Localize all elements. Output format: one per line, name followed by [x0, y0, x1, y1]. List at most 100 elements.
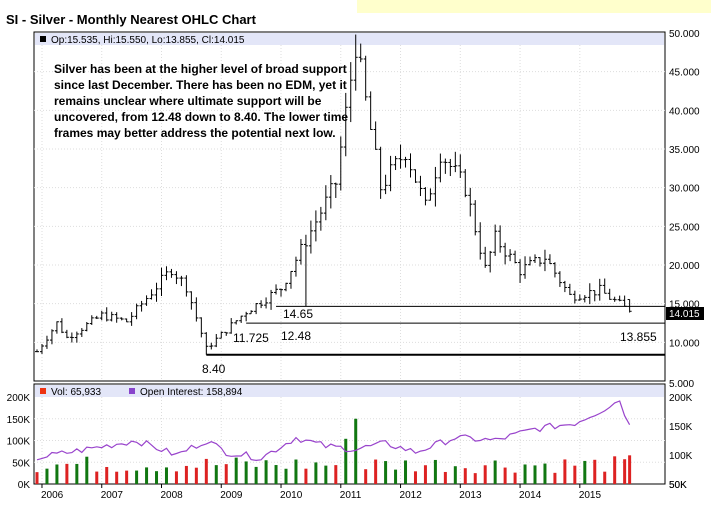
- volume-panel: Vol: 65,933 Open Interest: 158,894 200K 1…: [7, 379, 695, 491]
- open-interest-line: [36, 400, 631, 462]
- x-tick-label: 2006: [41, 490, 64, 501]
- volume-bar: [95, 471, 99, 484]
- volume-panel-frame: [33, 383, 666, 485]
- volume-bar: [344, 438, 348, 484]
- volume-bar: [65, 463, 69, 484]
- volume-bar: [613, 456, 617, 484]
- volume-bar: [45, 468, 49, 484]
- volume-bar: [294, 459, 298, 484]
- volume-bar: [304, 468, 308, 484]
- volume-bar: [35, 472, 39, 484]
- price-tick-5: 5.000: [669, 379, 694, 390]
- volume-bar: [553, 472, 557, 484]
- volume-bar: [423, 465, 427, 484]
- price-legend: Op:15.535, Hi:15.550, Lo:13.855, Cl:14.0…: [51, 35, 245, 46]
- volume-bar: [145, 467, 149, 484]
- volume-bar: [623, 459, 627, 484]
- volume-bar: [354, 418, 358, 484]
- volume-bar: [115, 471, 119, 484]
- volume-bar: [573, 465, 577, 484]
- last-price-box: [666, 307, 704, 320]
- volume-bar: [125, 470, 129, 484]
- price-grid: [34, 45, 665, 381]
- price-tick-label: 30.000: [669, 184, 700, 195]
- oi-tick-label: 100K: [669, 451, 693, 462]
- volume-tick-label: 0K: [18, 480, 31, 491]
- volume-bar: [628, 455, 632, 484]
- volume-bar: [105, 466, 109, 484]
- volume-bar: [184, 465, 188, 484]
- volume-bar: [413, 471, 417, 484]
- chart-title: SI - Silver - Monthly Nearest OHLC Chart: [6, 12, 256, 27]
- price-tick-label: 10.000: [669, 338, 700, 349]
- volume-bar: [254, 466, 258, 484]
- volume-bar: [443, 471, 447, 484]
- volume-legend-bg: [35, 385, 664, 397]
- price-y-axis: 50.000 45.000 40.000 35.000 30.000 25.000 20.0…: [669, 29, 700, 349]
- level-label-14-65: 14.65: [283, 307, 313, 321]
- oi-tick-label: 50K: [669, 480, 687, 491]
- x-tick-label: 2010: [280, 490, 303, 501]
- volume-tick-label: 200K: [7, 393, 31, 404]
- volume-bars: [35, 418, 632, 484]
- volume-bar: [473, 473, 477, 484]
- volume-bar: [174, 471, 178, 484]
- level-label-8-40: 8.40: [202, 362, 226, 376]
- price-tick-label: 35.000: [669, 145, 700, 156]
- volume-bar: [533, 465, 537, 484]
- vol-legend: Vol: 65,933: [51, 387, 101, 398]
- x-tick-label: 2013: [459, 490, 482, 501]
- x-tick-label: 2014: [519, 490, 542, 501]
- oi-swatch: [129, 388, 135, 394]
- price-tick-label: 20.000: [669, 261, 700, 272]
- volume-bar: [603, 471, 607, 484]
- oi-tick-label: 200K: [669, 393, 693, 404]
- volume-bar: [593, 459, 597, 484]
- x-tick-label: 2012: [400, 490, 423, 501]
- oi-tick-label: 150K: [669, 422, 693, 433]
- volume-bar: [384, 461, 388, 484]
- price-bars: [35, 34, 632, 355]
- volume-bar: [324, 465, 328, 484]
- volume-bar: [513, 472, 517, 484]
- volume-grid: [34, 397, 665, 484]
- last-price-label: 14.015: [669, 309, 700, 320]
- volume-bar: [234, 457, 238, 484]
- volume-bar: [523, 464, 527, 484]
- volume-bar: [75, 463, 79, 484]
- volume-bar: [483, 465, 487, 484]
- price-legend-swatch: [40, 36, 46, 42]
- volume-tick-label: 100K: [7, 437, 31, 448]
- volume-bar: [274, 465, 278, 484]
- support-levels: [206, 305, 665, 356]
- volume-bar: [463, 468, 467, 484]
- volume-bar: [334, 465, 338, 484]
- volume-bar: [244, 461, 248, 484]
- header-strip: [357, 0, 711, 13]
- price-tick-label: 45.000: [669, 68, 700, 79]
- x-tick-label: 2008: [161, 490, 184, 501]
- volume-bar: [503, 467, 507, 484]
- volume-bar: [214, 465, 218, 484]
- volume-bar: [404, 460, 408, 484]
- volume-bar: [314, 462, 318, 484]
- price-panel: Op:15.535, Hi:15.550, Lo:13.855, Cl:14.0…: [33, 29, 704, 382]
- chart-annotation: Silver has been at the higher level of b…: [54, 62, 349, 140]
- volume-left-axis: 200K 150K 100K 50K 0K: [7, 393, 31, 491]
- x-tick-label: 2009: [220, 490, 243, 501]
- level-label-13-855: 13.855: [620, 330, 657, 344]
- volume-bar: [55, 464, 59, 484]
- price-tick-label: 15.000: [669, 300, 700, 311]
- volume-bar: [543, 463, 547, 484]
- volume-bar: [264, 460, 268, 484]
- volume-bar: [374, 459, 378, 484]
- x-axis: 2006 2007 2008 2009 2010 2011 2012 2013 2014 2015: [41, 484, 602, 501]
- volume-bar: [284, 468, 288, 484]
- x-tick-label: 2011: [340, 490, 362, 501]
- volume-bar: [224, 464, 228, 484]
- price-tick-label: 50.000: [669, 29, 700, 40]
- oi-legend: Open Interest: 158,894: [140, 387, 243, 398]
- oi-tick-label: 50K: [669, 480, 687, 491]
- price-tick-label: 40.000: [669, 106, 700, 117]
